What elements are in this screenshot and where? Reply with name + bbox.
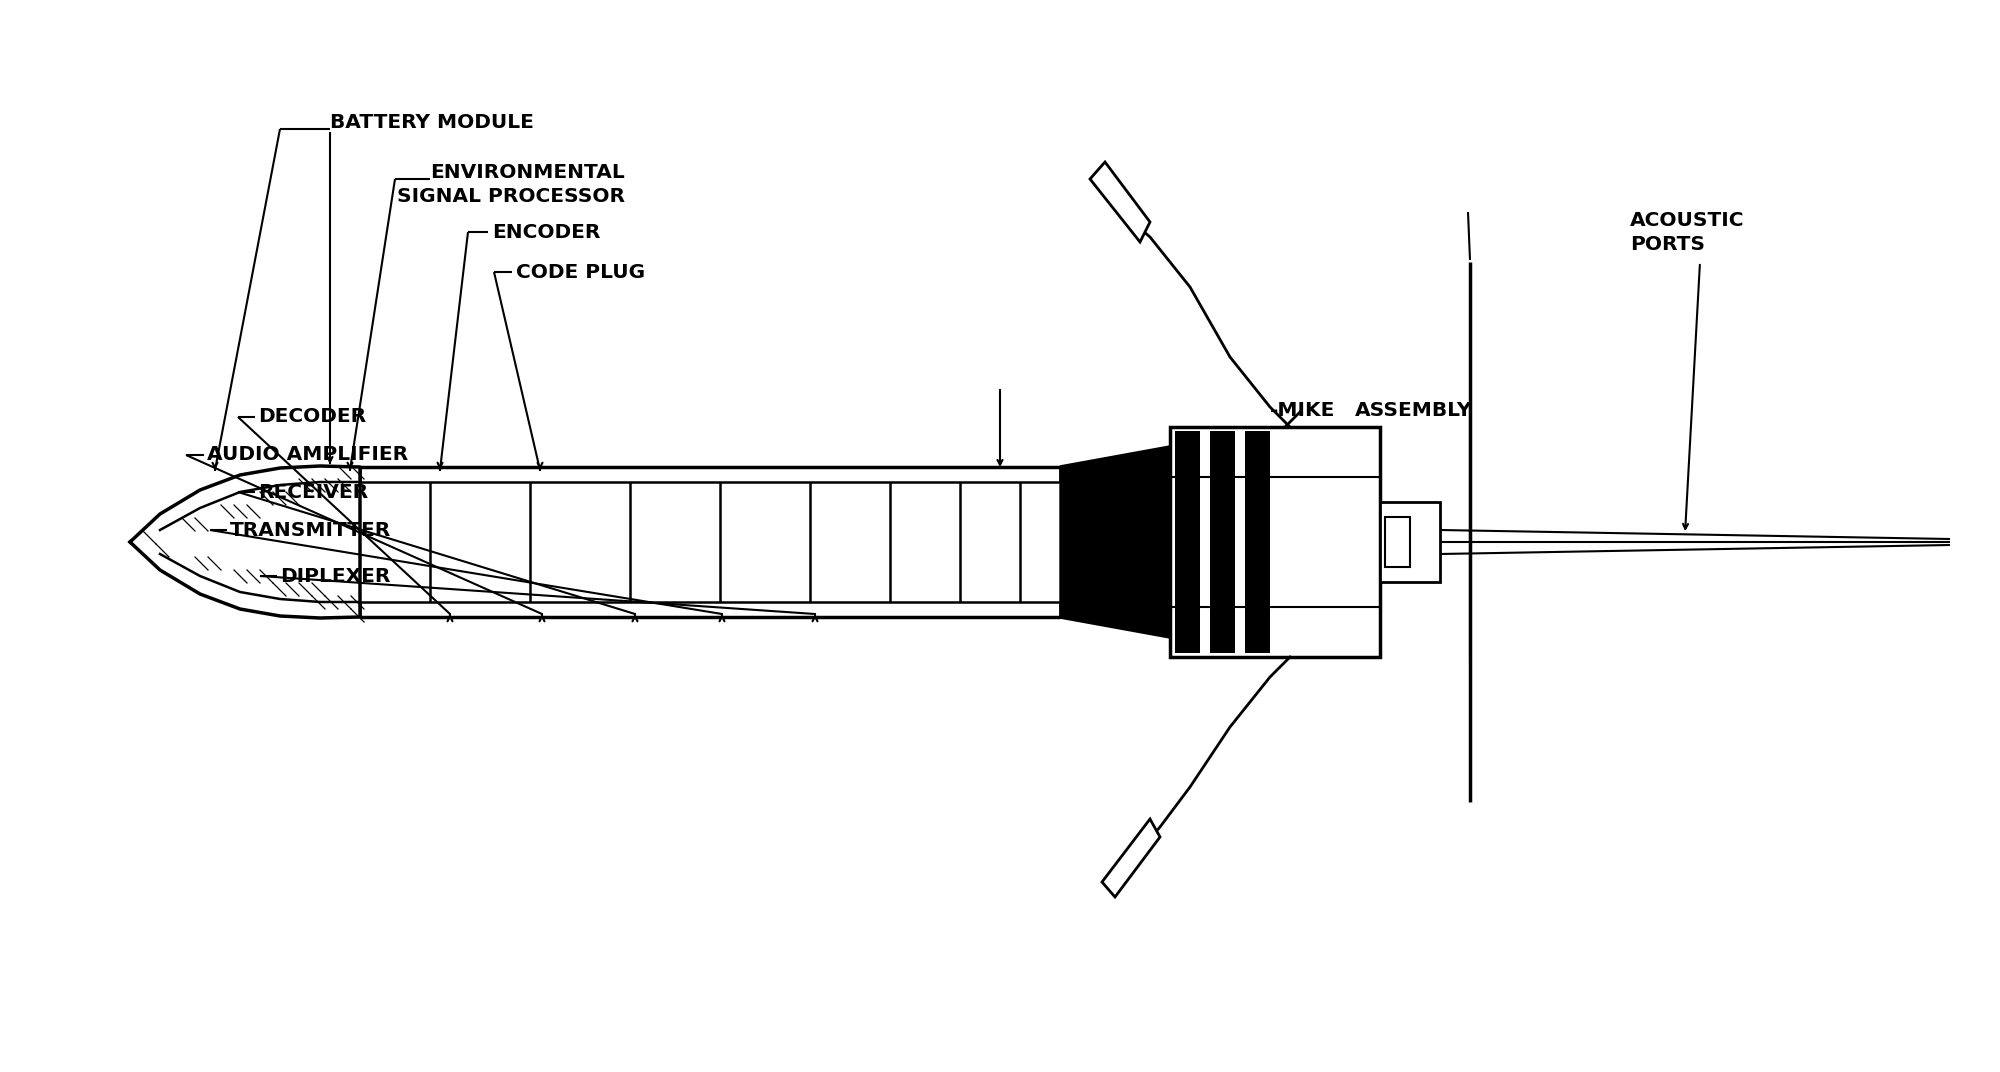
Bar (1244, 431, 1270, 653)
Polygon shape (1102, 819, 1160, 897)
Bar (1176, 431, 1200, 653)
Bar (1210, 431, 1236, 653)
Text: ACOUSTIC: ACOUSTIC (1630, 210, 1744, 229)
Bar (1170, 427, 1380, 657)
Text: ENCODER: ENCODER (492, 223, 600, 241)
Text: BATTERY MODULE: BATTERY MODULE (330, 113, 534, 132)
Text: PORTS: PORTS (1630, 235, 1704, 253)
Polygon shape (1090, 162, 1150, 242)
Text: -MIKE: -MIKE (1270, 401, 1336, 419)
Text: DECODER: DECODER (258, 407, 366, 427)
Polygon shape (1060, 447, 1170, 637)
Text: ASSEMBLY: ASSEMBLY (1356, 401, 1472, 419)
Text: TRANSMITTER: TRANSMITTER (230, 521, 392, 539)
Bar (360, 467, 1060, 617)
Text: SIGNAL PROCESSOR: SIGNAL PROCESSOR (396, 188, 624, 207)
Text: ENVIRONMENTAL: ENVIRONMENTAL (430, 163, 624, 181)
Polygon shape (130, 466, 360, 617)
Bar (1380, 502, 1440, 582)
Text: CODE PLUG: CODE PLUG (516, 263, 646, 282)
Text: AUDIO AMPLIFIER: AUDIO AMPLIFIER (208, 446, 408, 464)
Text: RECEIVER: RECEIVER (258, 482, 368, 502)
Bar (1384, 517, 1410, 567)
Text: DIPLEXER: DIPLEXER (280, 566, 390, 585)
